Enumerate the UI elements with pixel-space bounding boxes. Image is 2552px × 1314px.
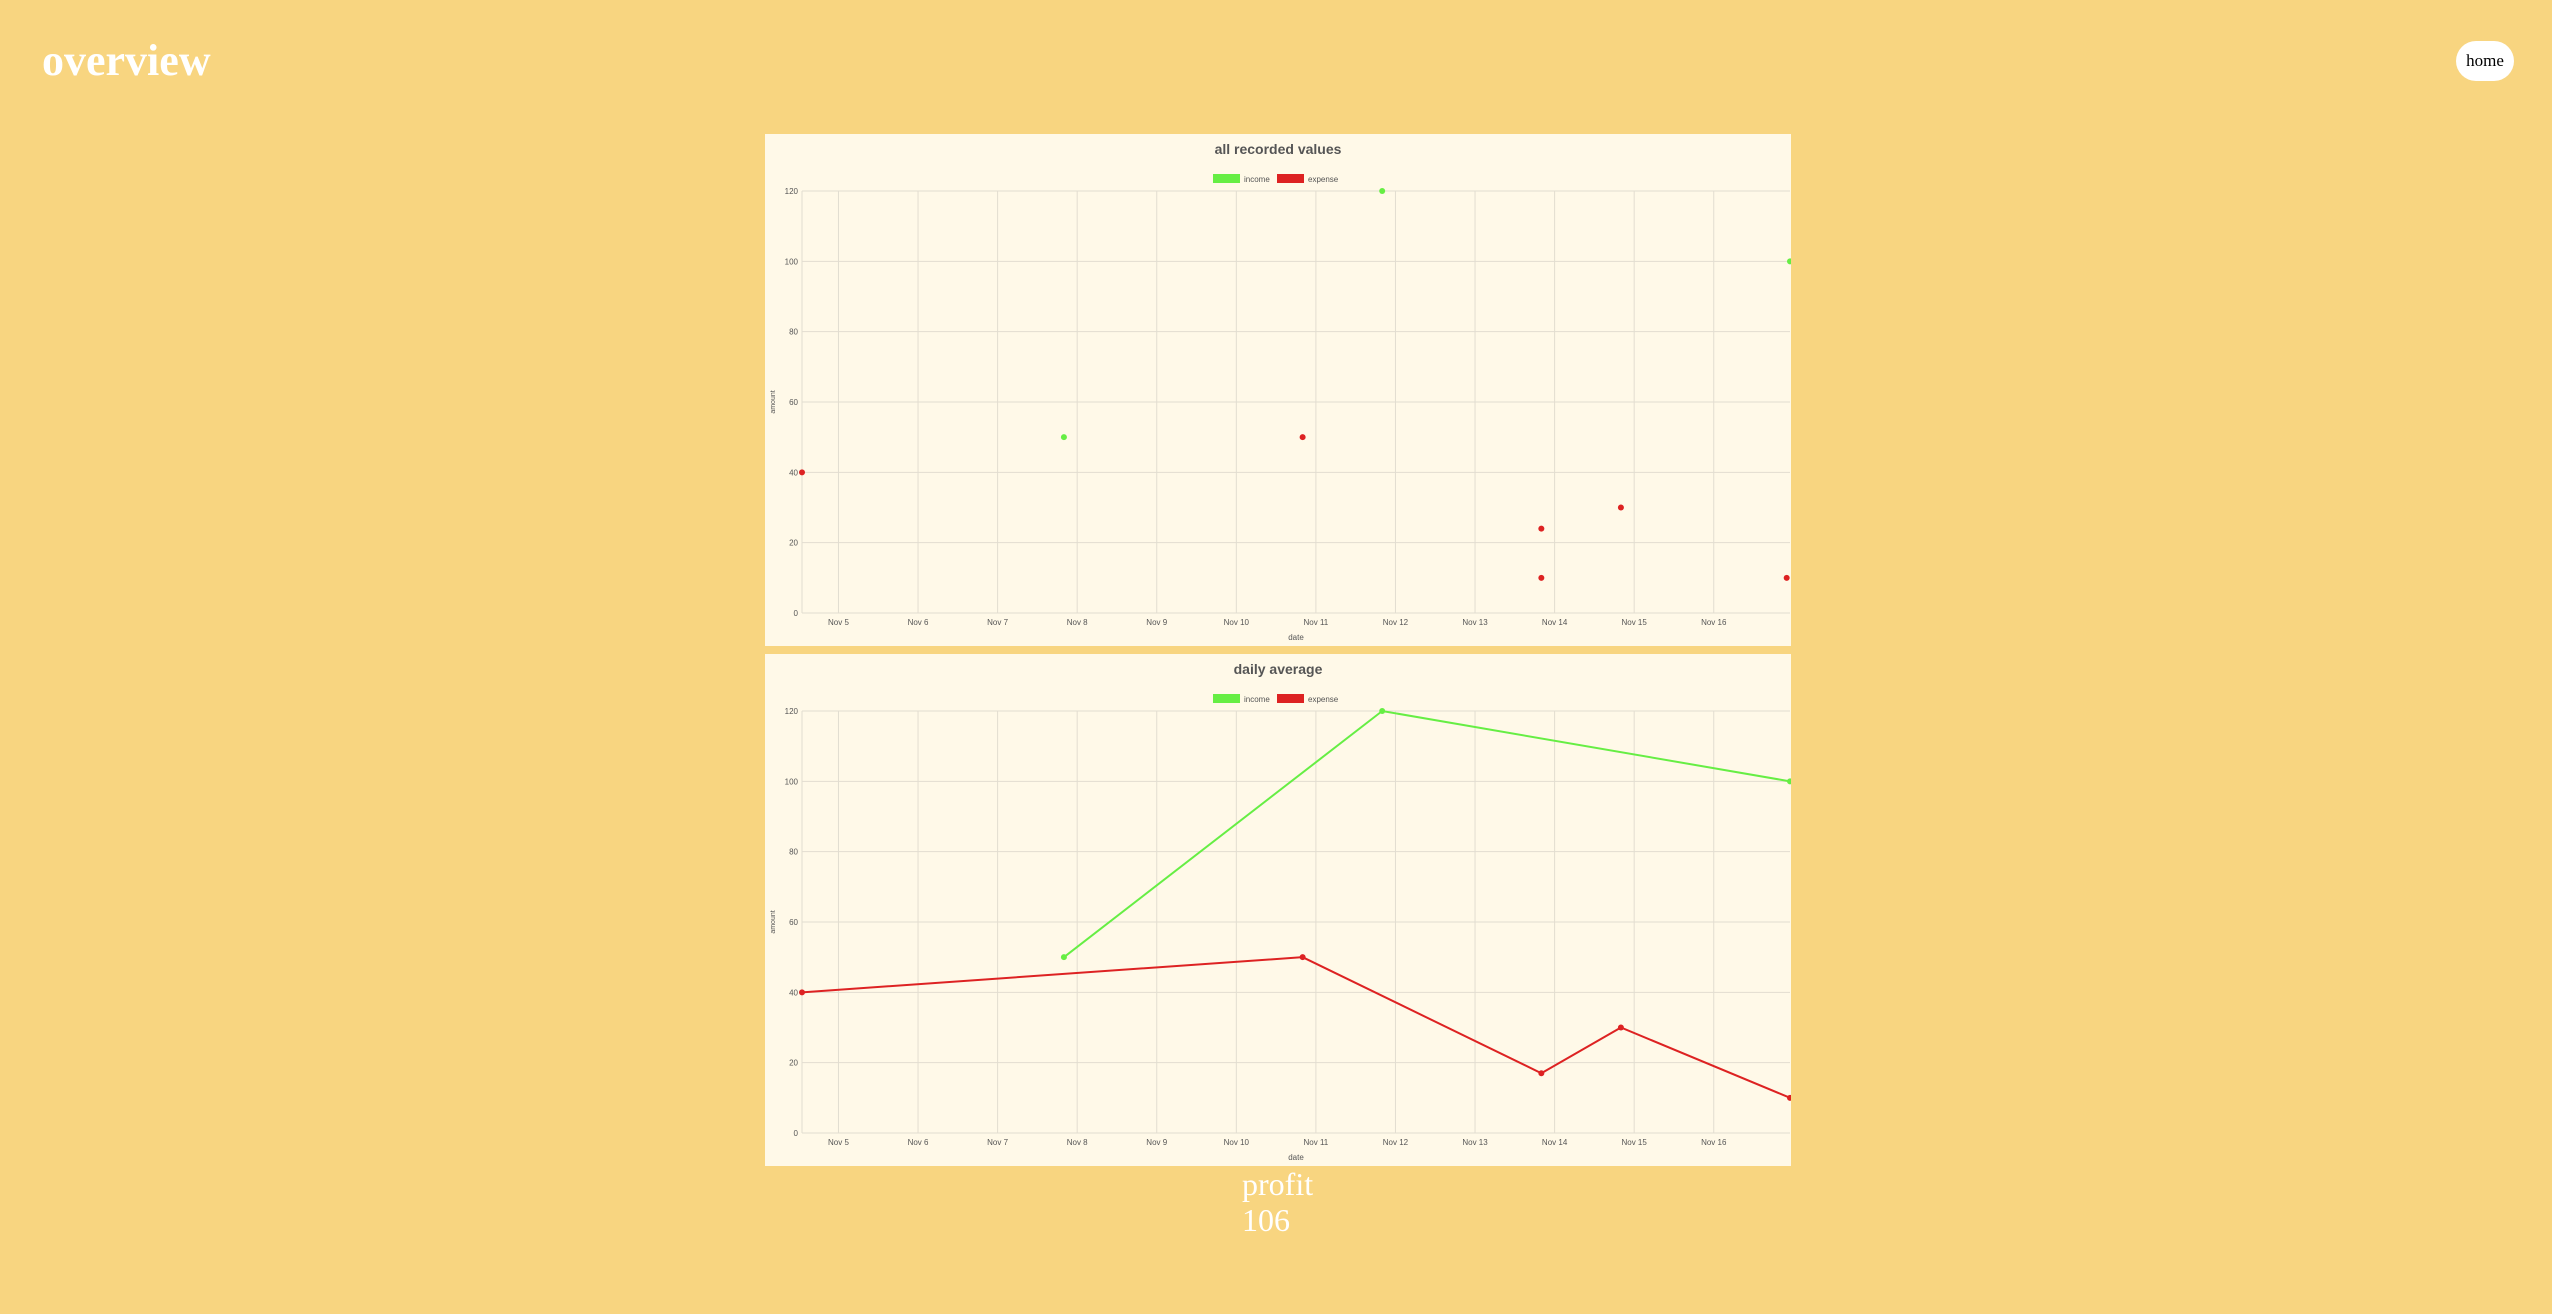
data-point-expense[interactable] bbox=[1299, 954, 1306, 961]
y-axis-title: amount bbox=[770, 390, 777, 413]
x-tick-label: Nov 10 bbox=[1224, 1138, 1250, 1147]
chart-title: daily average bbox=[1234, 661, 1323, 677]
x-tick-label: Nov 8 bbox=[1067, 1138, 1088, 1147]
legend-swatch-income[interactable] bbox=[1213, 694, 1240, 703]
data-point-income[interactable] bbox=[1379, 188, 1386, 194]
legend-swatch-income[interactable] bbox=[1213, 174, 1240, 183]
x-tick-label: Nov 10 bbox=[1224, 618, 1250, 627]
y-tick-label: 100 bbox=[785, 257, 799, 266]
x-tick-label: Nov 6 bbox=[908, 618, 929, 627]
y-tick-label: 20 bbox=[789, 539, 798, 548]
y-tick-label: 40 bbox=[789, 468, 798, 477]
legend-swatch-expense[interactable] bbox=[1277, 694, 1304, 703]
data-point-expense[interactable] bbox=[799, 469, 805, 476]
data-point-income[interactable] bbox=[1060, 434, 1067, 441]
x-tick-label: Nov 5 bbox=[828, 618, 849, 627]
data-point-income[interactable] bbox=[1060, 954, 1067, 961]
x-tick-label: Nov 15 bbox=[1621, 618, 1647, 627]
x-tick-label: Nov 14 bbox=[1542, 618, 1568, 627]
data-point-expense[interactable] bbox=[1538, 525, 1545, 532]
series-line-expense bbox=[801, 956, 1791, 1099]
y-tick-label: 40 bbox=[789, 988, 798, 997]
scatter-chart-card: all recorded values income expense 0 20 40 60 8… bbox=[765, 134, 1791, 646]
legend-swatch-expense[interactable] bbox=[1277, 174, 1304, 183]
y-tick-label: 120 bbox=[785, 707, 799, 716]
data-point-expense[interactable] bbox=[1538, 1070, 1545, 1077]
legend-label-income[interactable]: income bbox=[1244, 695, 1270, 704]
x-tick-label: Nov 12 bbox=[1383, 1138, 1409, 1147]
x-tick-label: Nov 13 bbox=[1462, 618, 1488, 627]
x-tick-label: Nov 12 bbox=[1383, 618, 1409, 627]
x-tick-label: Nov 15 bbox=[1621, 1138, 1647, 1147]
x-tick-label: Nov 16 bbox=[1701, 1138, 1727, 1147]
x-tick-label: Nov 16 bbox=[1701, 618, 1727, 627]
data-point-expense[interactable] bbox=[1299, 434, 1306, 441]
line-chart: daily average income expense 0 20 40 60 80 100 12… bbox=[770, 661, 1791, 1162]
x-tick-label: Nov 9 bbox=[1146, 618, 1167, 627]
y-tick-label: 60 bbox=[789, 918, 798, 927]
y-tick-label: 80 bbox=[789, 328, 798, 337]
y-tick-label: 100 bbox=[785, 777, 799, 786]
x-tick-label: Nov 14 bbox=[1542, 1138, 1568, 1147]
y-tick-label: 20 bbox=[789, 1059, 798, 1068]
x-tick-label: Nov 11 bbox=[1304, 618, 1329, 627]
x-tick-label: Nov 9 bbox=[1146, 1138, 1167, 1147]
scatter-chart: all recorded values income expense 0 20 40 60 8… bbox=[770, 141, 1791, 642]
data-point-expense[interactable] bbox=[1787, 1094, 1791, 1101]
y-tick-label: 60 bbox=[789, 398, 798, 407]
profit-value: 106 bbox=[1242, 1202, 1290, 1238]
x-tick-label: Nov 8 bbox=[1067, 618, 1088, 627]
legend-label-expense[interactable]: expense bbox=[1308, 175, 1339, 184]
data-point-expense[interactable] bbox=[799, 989, 805, 996]
profit-summary: profit 106 bbox=[1242, 1166, 1313, 1238]
profit-label: profit bbox=[1242, 1166, 1314, 1202]
x-tick-label: Nov 6 bbox=[908, 1138, 929, 1147]
x-tick-label: Nov 11 bbox=[1304, 1138, 1329, 1147]
data-point-expense[interactable] bbox=[1617, 1024, 1624, 1031]
line-chart-card: daily average income expense 0 20 40 60 80 100 12… bbox=[765, 654, 1791, 1166]
page-title: overview bbox=[42, 36, 211, 85]
home-button[interactable]: home bbox=[2456, 41, 2514, 81]
data-point-expense[interactable] bbox=[1617, 504, 1624, 511]
x-axis-title: date bbox=[1288, 633, 1304, 642]
y-tick-label: 0 bbox=[794, 609, 799, 618]
x-tick-label: Nov 7 bbox=[987, 618, 1008, 627]
series-line-income bbox=[1063, 709, 1791, 958]
y-axis-title: amount bbox=[770, 910, 777, 933]
legend-label-expense[interactable]: expense bbox=[1308, 695, 1339, 704]
data-point-income[interactable] bbox=[1787, 258, 1791, 265]
x-tick-label: Nov 5 bbox=[828, 1138, 849, 1147]
data-point-expense[interactable] bbox=[1783, 574, 1790, 581]
y-tick-label: 0 bbox=[794, 1129, 799, 1138]
data-point-income[interactable] bbox=[1379, 708, 1386, 714]
legend-label-income[interactable]: income bbox=[1244, 175, 1270, 184]
x-tick-label: Nov 7 bbox=[987, 1138, 1008, 1147]
y-tick-label: 120 bbox=[785, 187, 799, 196]
x-tick-label: Nov 13 bbox=[1462, 1138, 1488, 1147]
chart-title: all recorded values bbox=[1215, 141, 1342, 157]
data-point-expense[interactable] bbox=[1538, 574, 1545, 581]
data-point-income[interactable] bbox=[1787, 778, 1791, 785]
x-axis-title: date bbox=[1288, 1153, 1304, 1162]
y-tick-label: 80 bbox=[789, 848, 798, 857]
